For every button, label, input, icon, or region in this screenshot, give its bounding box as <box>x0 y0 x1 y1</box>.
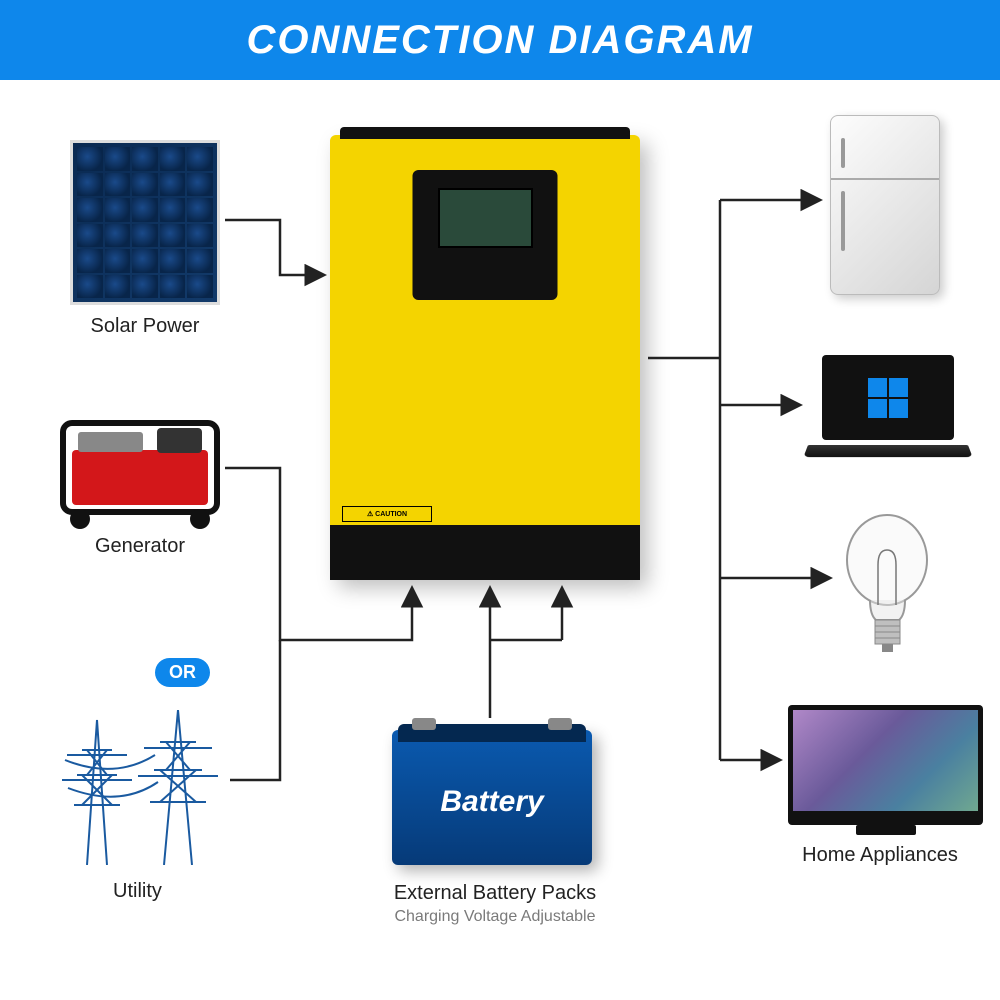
page-title: CONNECTION DIAGRAM <box>246 18 753 63</box>
inverter-lcd-icon <box>438 188 533 248</box>
battery-section-label: External Battery Packs <box>360 882 630 905</box>
solar-label: Solar Power <box>70 315 220 338</box>
header-bar: CONNECTION DIAGRAM <box>0 0 1000 80</box>
lightbulb-icon <box>840 510 935 655</box>
caution-sticker: ⚠ CAUTION <box>342 506 432 522</box>
solar-panel-icon <box>70 140 220 305</box>
battery-text: Battery <box>392 785 592 819</box>
battery-subtitle: Charging Voltage Adjustable <box>360 908 630 926</box>
diagram-canvas: Solar Power Generator OR <box>0 80 1000 1000</box>
fridge-icon <box>830 115 940 295</box>
inverter-device: ⚠ CAUTION <box>330 135 640 580</box>
utility-tower-icon <box>50 710 225 865</box>
or-badge: OR <box>155 658 210 687</box>
appliances-label: Home Appliances <box>770 844 990 867</box>
battery-icon: Battery <box>392 730 592 865</box>
tv-icon <box>788 705 983 825</box>
laptop-icon <box>808 355 968 465</box>
inverter-display-panel <box>413 170 558 300</box>
generator-icon <box>60 410 220 525</box>
utility-label: Utility <box>50 880 225 903</box>
generator-label: Generator <box>60 535 220 558</box>
